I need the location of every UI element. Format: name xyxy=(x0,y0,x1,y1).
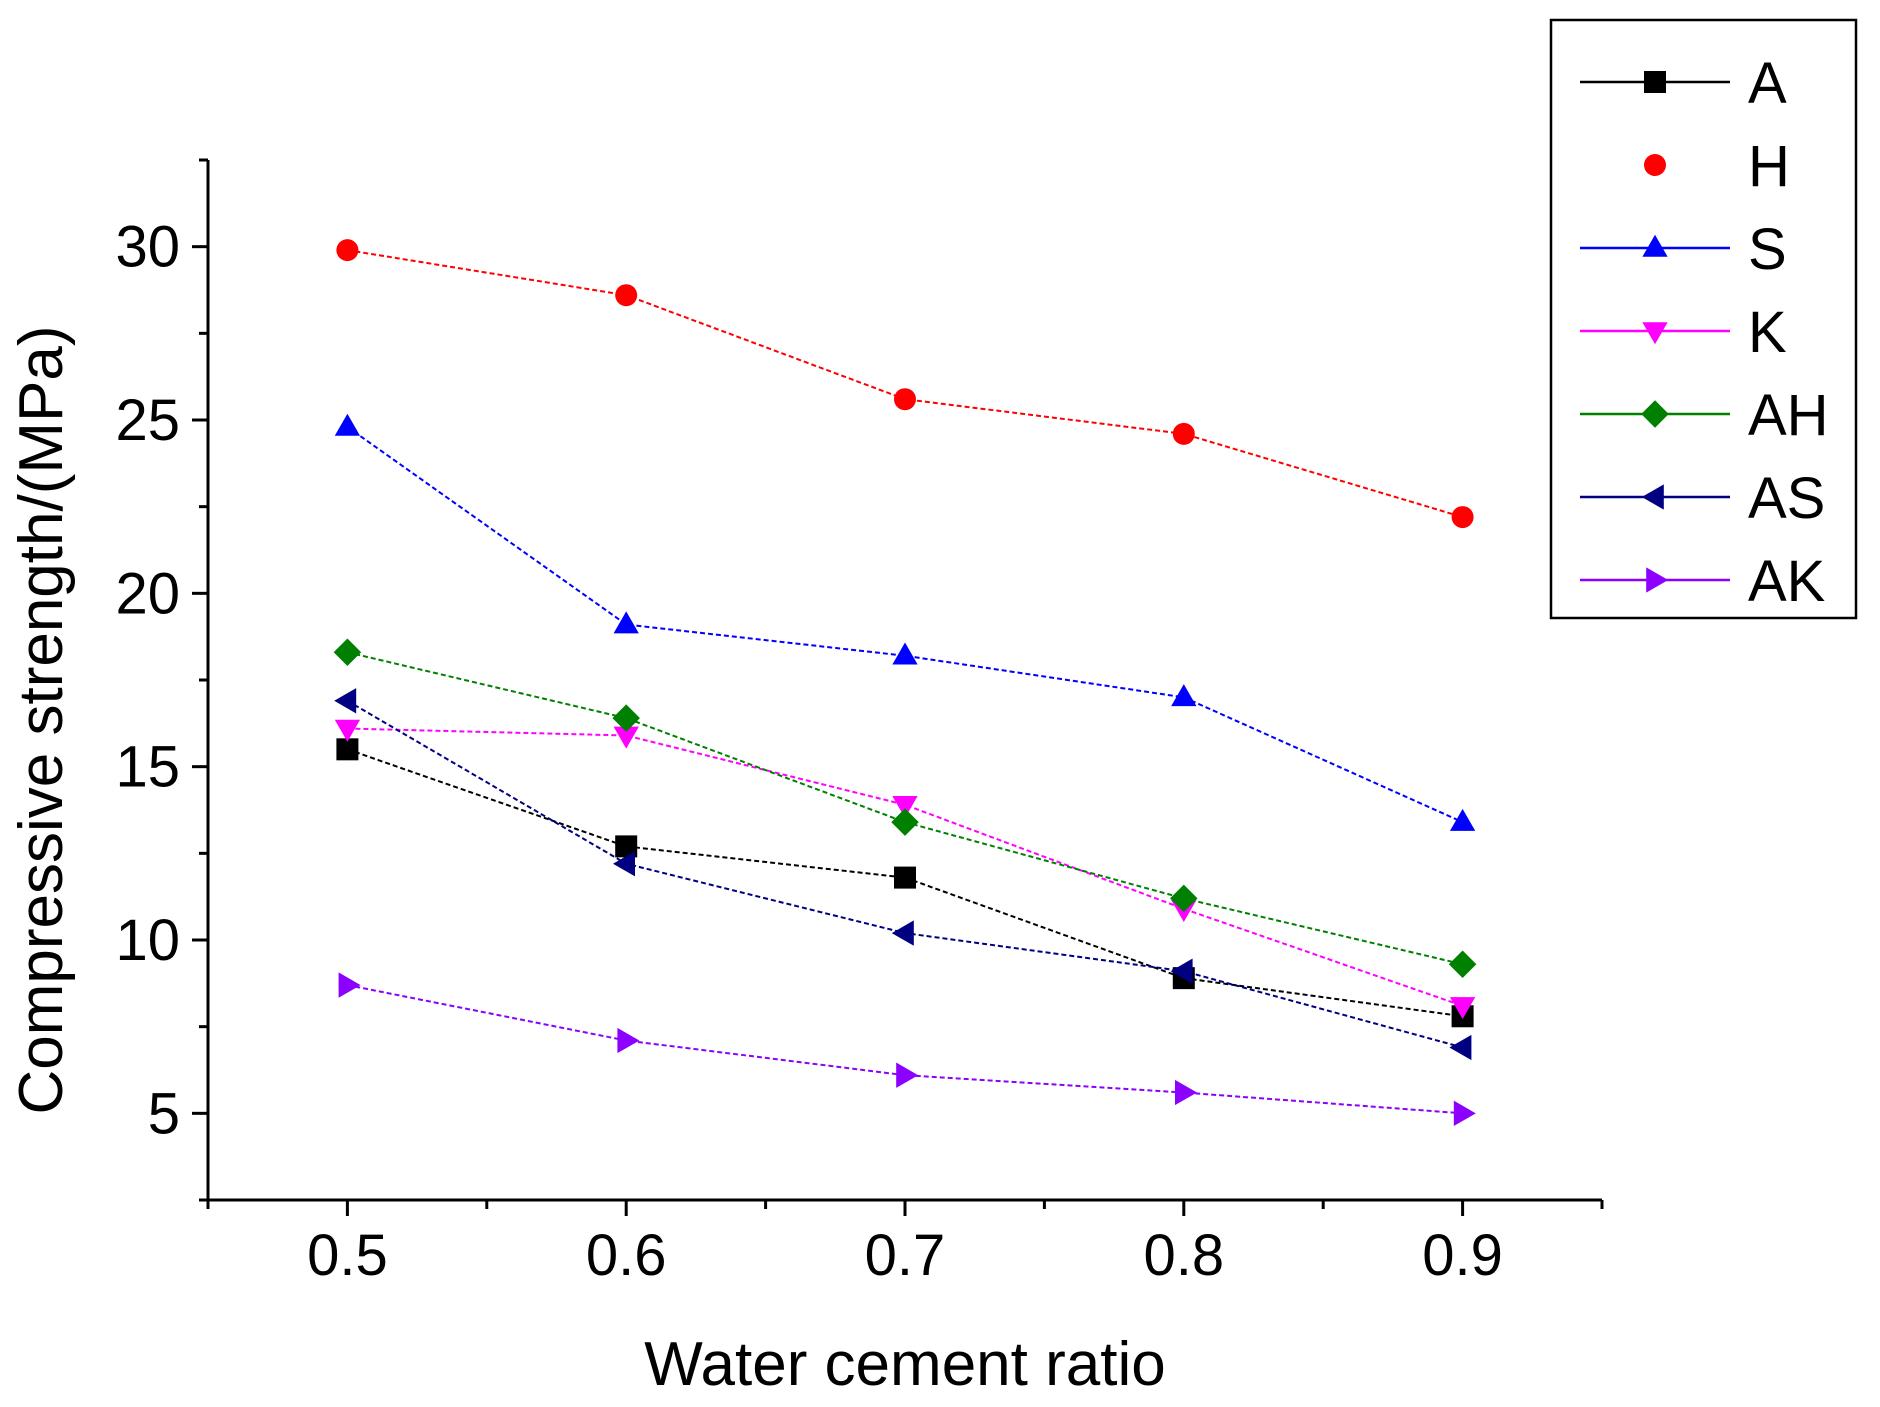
data-point-as xyxy=(1170,958,1193,984)
x-tick-label: 0.7 xyxy=(865,1223,946,1288)
data-point-s xyxy=(1449,808,1476,831)
legend-box xyxy=(1549,18,1858,620)
data-point-ak xyxy=(617,1027,640,1054)
y-tick-label: 25 xyxy=(115,388,180,453)
y-tick-label: 10 xyxy=(115,908,180,973)
data-point-s xyxy=(334,413,361,436)
data-point-ak xyxy=(338,972,361,998)
series-ak xyxy=(338,972,1476,1126)
data-point-h xyxy=(1451,506,1474,529)
legend-item-ak: AK xyxy=(1580,549,1826,614)
data-point-a xyxy=(336,738,359,761)
legend-item-k: K xyxy=(1580,300,1787,365)
data-point-ak xyxy=(896,1062,919,1088)
data-point-k xyxy=(1449,997,1476,1020)
x-tick-label: 0.9 xyxy=(1422,1223,1503,1288)
data-point-s xyxy=(613,611,639,634)
legend-label-a: A xyxy=(1748,51,1787,116)
legend-label-h: H xyxy=(1748,134,1790,199)
legend-marker-a xyxy=(1644,71,1666,93)
legend-item-ah: AH xyxy=(1580,383,1829,448)
data-point-ah xyxy=(333,638,362,667)
legend-item-h: H xyxy=(1644,134,1790,199)
y-tick-label: 30 xyxy=(115,215,180,280)
data-point-as xyxy=(334,688,357,714)
y-ticks: 5 10 15 20 25 30 xyxy=(115,158,208,1202)
y-tick-label: 15 xyxy=(115,735,180,800)
legend-label-as: AS xyxy=(1748,466,1825,531)
data-point-k xyxy=(334,719,361,742)
series-line-s xyxy=(346,426,1464,824)
series-as xyxy=(334,688,1472,1061)
legend-item-as: AS xyxy=(1580,466,1825,531)
series-line-ak xyxy=(347,984,1463,1115)
legend-label-s: S xyxy=(1748,217,1787,282)
data-point-h xyxy=(1172,422,1195,445)
series-s xyxy=(334,413,1476,831)
series-ah xyxy=(333,638,1477,979)
data-point-ah xyxy=(612,704,640,732)
x-tick-label: 0.6 xyxy=(586,1223,667,1288)
data-point-ak xyxy=(1175,1079,1197,1106)
data-point-ah xyxy=(1448,950,1477,979)
data-point-as xyxy=(1449,1034,1472,1061)
series-h xyxy=(336,239,1474,529)
series-line-k xyxy=(347,727,1463,1007)
data-point-h xyxy=(615,284,638,307)
data-point-h xyxy=(894,388,916,411)
legend-marker-as xyxy=(1641,484,1664,510)
x-ticks: 0.5 0.6 0.7 0.8 0.9 xyxy=(206,1200,1604,1288)
legend-label-k: K xyxy=(1748,300,1787,365)
data-point-s xyxy=(1171,684,1197,707)
legend-marker-ak xyxy=(1646,567,1669,593)
data-point-s xyxy=(892,642,918,665)
data-point-a xyxy=(894,866,916,889)
legend-item-a: A xyxy=(1580,51,1787,116)
data-point-ah xyxy=(1170,884,1198,913)
data-point-a xyxy=(615,835,638,858)
y-tick-label: 5 xyxy=(148,1081,180,1146)
legend-marker-ah xyxy=(1641,400,1669,428)
data-point-h xyxy=(336,239,359,262)
y-axis-title: Compressive strength/(MPa) xyxy=(7,325,76,1114)
legend-marker-k xyxy=(1642,322,1668,345)
x-axis-title: Water cement ratio xyxy=(644,1330,1165,1399)
legend-marker-s xyxy=(1642,234,1668,257)
x-tick-label: 0.8 xyxy=(1143,1223,1224,1288)
series-layer xyxy=(333,239,1477,1126)
axes: 5 10 15 20 25 30 0.5 0.6 0.7 0.8 0.9 xyxy=(115,158,1604,1288)
data-point-k xyxy=(613,726,639,749)
legend-label-ah: AH xyxy=(1748,383,1829,448)
x-tick-label: 0.5 xyxy=(307,1223,388,1288)
series-line-a xyxy=(347,748,1463,1018)
data-point-as xyxy=(891,920,914,946)
data-point-ah xyxy=(891,808,919,836)
data-point-as xyxy=(613,851,635,877)
y-tick-label: 20 xyxy=(115,561,180,626)
data-point-k xyxy=(892,796,918,818)
legend-marker-h xyxy=(1644,154,1666,176)
legend-item-s: S xyxy=(1580,217,1787,282)
data-point-ak xyxy=(1453,1100,1476,1126)
legend-label-ak: AK xyxy=(1748,549,1826,614)
